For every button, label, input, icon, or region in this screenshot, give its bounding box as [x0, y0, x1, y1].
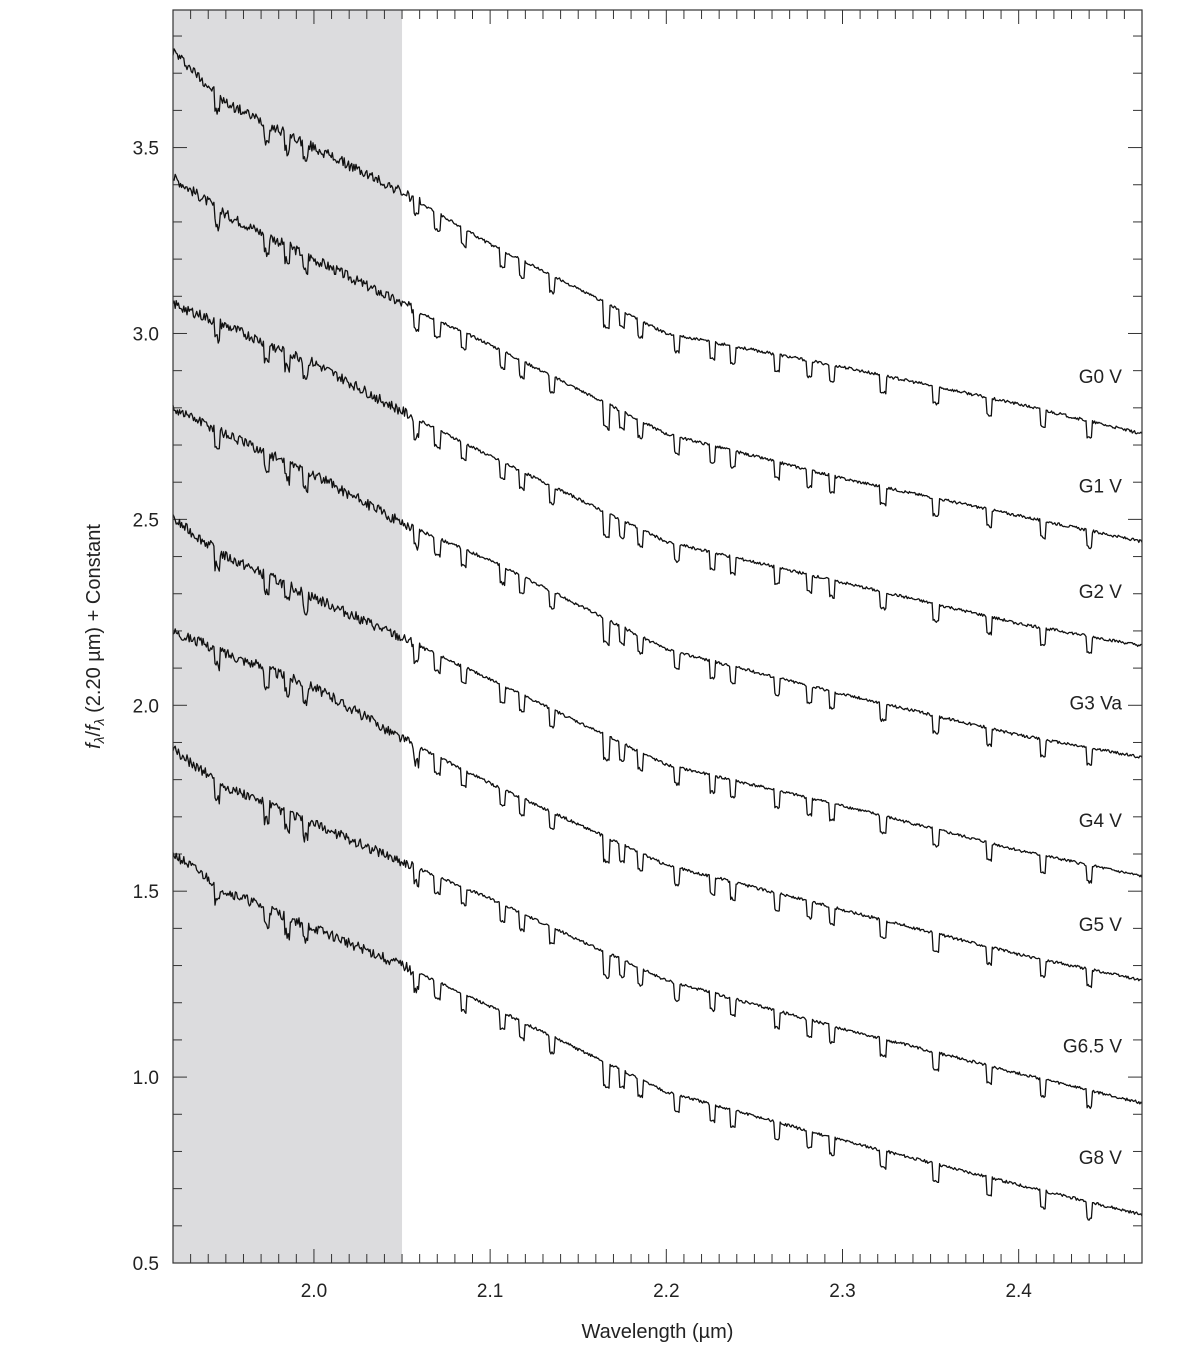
x-tick-label: 2.2	[653, 1281, 679, 1302]
y-axis-label: fλ/fλ (2.20 µm) + Constant	[83, 524, 107, 749]
series-label: G4 V	[1079, 811, 1123, 832]
shaded-region-layer	[173, 10, 403, 1263]
y-tick-label: 2.0	[133, 696, 159, 717]
series-label: G3 Va	[1070, 693, 1123, 714]
y-label-sub2: λ	[91, 718, 107, 726]
tick-marks-layer	[172, 10, 1143, 1264]
series-label: G0 V	[1079, 367, 1123, 388]
y-tick-label: 3.0	[133, 324, 159, 345]
series-label: G2 V	[1079, 582, 1123, 603]
y-label-f2: f	[83, 723, 105, 731]
x-tick-label: 2.0	[301, 1281, 327, 1302]
y-label-slash: /	[83, 730, 105, 736]
x-axis-label: Wavelength (µm)	[582, 1321, 734, 1343]
y-tick-label: 1.0	[133, 1068, 159, 1089]
y-tick-label: 3.5	[133, 139, 159, 160]
series-label: G8 V	[1079, 1148, 1123, 1169]
series-label: G6.5 V	[1063, 1036, 1122, 1057]
y-axis-label-group: fλ/fλ (2.20 µm) + Constant	[83, 524, 107, 749]
labels-layer: 2.0 2.1 2.2 2.3 2.4 0.5 1.0 1.5 2.0 2.5 3.0 3.5 G0 V…	[133, 139, 1123, 1302]
spectrum-line-g1-v	[172, 173, 1143, 550]
y-tick-label: 2.5	[133, 510, 159, 531]
spectra-layer	[172, 48, 1143, 1221]
y-tick-label: 1.5	[133, 882, 159, 903]
spectrum-line-g2-v	[172, 299, 1143, 654]
plot-frame	[172, 9, 1143, 1264]
spectrum-line-g8-v	[172, 852, 1143, 1221]
x-tick-label: 2.1	[477, 1281, 503, 1302]
series-label: G5 V	[1079, 915, 1123, 936]
y-label-sub1: λ	[91, 736, 107, 744]
spectrum-line-g3-va	[172, 405, 1143, 766]
spectrum-line-g4-v	[172, 514, 1143, 884]
y-label-suffix: (2.20 µm) + Constant	[83, 524, 105, 719]
x-tick-label: 2.3	[829, 1281, 855, 1302]
x-tick-label: 2.4	[1005, 1281, 1032, 1302]
y-label-f1: f	[83, 741, 105, 749]
series-label: G1 V	[1079, 476, 1123, 497]
spectrum-line-g6-5-v	[172, 745, 1143, 1110]
y-tick-label: 0.5	[133, 1254, 159, 1275]
spectrum-line-g5-v	[172, 628, 1143, 989]
shaded-region	[173, 10, 403, 1263]
spectrum-line-g0-v	[172, 48, 1143, 439]
